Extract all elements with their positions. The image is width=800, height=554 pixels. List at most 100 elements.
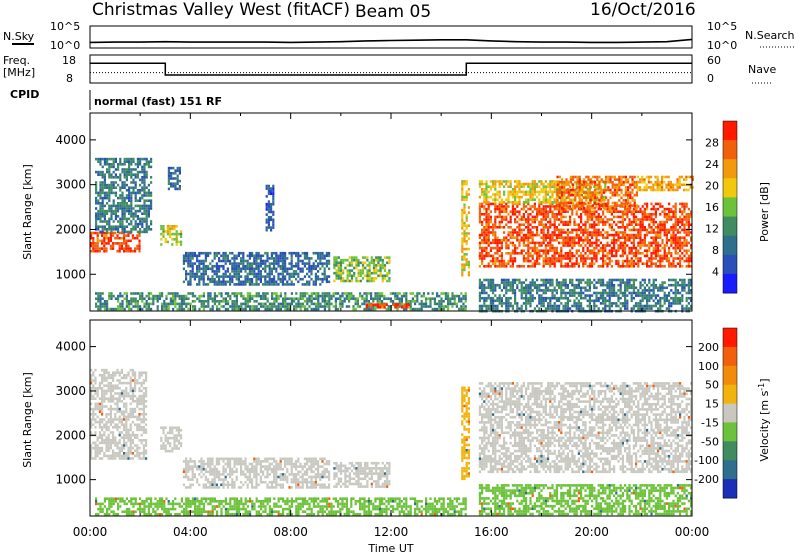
heatmap-cell — [353, 274, 356, 278]
heatmap-cell — [500, 207, 503, 211]
heatmap-cell — [259, 270, 262, 273]
heatmap-cell — [114, 209, 117, 213]
heatmap-cell — [398, 303, 402, 306]
heatmap-cell — [492, 278, 495, 282]
heatmap-cell — [632, 241, 635, 245]
heatmap-cell — [533, 188, 536, 191]
heatmap-cell — [381, 274, 384, 278]
heatmap-cell — [272, 221, 275, 224]
heatmap-cell — [518, 190, 521, 194]
heatmap-cell — [604, 202, 607, 206]
heatmap-cell — [227, 307, 230, 311]
heatmap-cell — [492, 182, 495, 186]
heatmap-cell — [463, 263, 466, 266]
heatmap-cell — [200, 267, 203, 271]
heatmap-cell — [650, 259, 653, 263]
heatmap-cell — [586, 210, 589, 213]
heatmap-cell — [514, 299, 517, 303]
heatmap-cell — [461, 237, 464, 240]
heatmap-cell — [665, 183, 668, 187]
heatmap-cell — [207, 251, 210, 255]
heatmap-cell — [222, 251, 225, 255]
heatmap-cell — [127, 247, 130, 250]
heatmap-cell — [549, 188, 552, 191]
heatmap-cell — [118, 242, 121, 245]
heatmap-cell — [569, 193, 572, 197]
heatmap-cell — [150, 297, 153, 300]
heatmap-cell — [119, 302, 122, 306]
heatmap-cell — [679, 265, 682, 268]
heatmap-cell — [150, 191, 153, 195]
heatmap-cell — [505, 262, 508, 265]
heatmap-cell — [621, 259, 624, 263]
heatmap-cell — [123, 234, 126, 237]
heatmap-cell — [600, 191, 603, 194]
heatmap-cell — [496, 259, 499, 263]
heatmap-cell — [465, 180, 468, 183]
heatmap-cell — [315, 305, 318, 308]
heatmap-cell — [106, 183, 109, 187]
heatmap-cell — [565, 201, 568, 205]
heatmap-cell — [200, 277, 203, 281]
heatmap-cell — [189, 257, 192, 260]
heatmap-cell — [591, 193, 594, 197]
heatmap-cell — [624, 188, 627, 192]
heatmap-cell — [630, 252, 633, 255]
heatmap-cell — [657, 241, 660, 245]
heatmap-cell — [481, 246, 484, 250]
heatmap-cell — [117, 163, 120, 166]
heatmap-cell — [549, 307, 552, 310]
heatmap-cell — [679, 215, 682, 219]
heatmap-cell — [123, 228, 126, 231]
heatmap-cell — [125, 305, 128, 308]
heatmap-cell — [538, 202, 541, 206]
heatmap-cell — [602, 228, 605, 232]
heatmap-cell — [330, 294, 333, 298]
heatmap-cell — [547, 257, 550, 260]
heatmap-cell — [613, 175, 616, 179]
heatmap-cell — [670, 228, 673, 232]
heatmap-cell — [624, 236, 627, 239]
heatmap-cell — [659, 262, 662, 265]
nsky-label: N.Sky — [3, 30, 35, 43]
heatmap-cell — [616, 183, 619, 187]
heatmap-cell — [354, 302, 357, 306]
heatmap-cell — [668, 228, 671, 232]
heatmap-cell — [538, 185, 541, 188]
heatmap-cell — [483, 291, 486, 295]
heatmap-cell — [211, 270, 214, 273]
heatmap-cell — [672, 265, 675, 268]
heatmap-cell — [561, 206, 564, 210]
heatmap-cell — [613, 188, 616, 192]
heatmap-cell — [538, 296, 541, 300]
heatmap-cell — [687, 241, 690, 245]
heatmap-cell — [531, 190, 534, 194]
heatmap-cell — [110, 183, 113, 187]
heatmap-cell — [297, 305, 300, 308]
heatmap-cell — [378, 292, 381, 295]
heatmap-cell — [485, 241, 488, 245]
heatmap-cell — [507, 278, 510, 282]
heatmap-cell — [544, 254, 547, 258]
heatmap-cell — [555, 249, 558, 252]
heatmap-cell — [198, 262, 201, 265]
heatmap-cell — [218, 251, 221, 255]
heatmap-cell — [561, 180, 564, 184]
heatmap-cell — [299, 294, 302, 298]
heatmap-cell — [191, 270, 194, 273]
heatmap-cell — [139, 305, 142, 308]
heatmap-cell — [626, 205, 629, 208]
heatmap-cell — [242, 297, 245, 300]
heatmap-cell — [145, 215, 148, 218]
heatmap-cell — [167, 169, 170, 172]
heatmap-cell — [481, 304, 484, 308]
heatmap-cell — [169, 235, 172, 238]
heatmap-cell — [525, 205, 528, 208]
heatmap-cell — [180, 243, 183, 246]
heatmap-cell — [648, 215, 651, 219]
heatmap-cell — [337, 269, 340, 272]
heatmap-cell — [112, 225, 115, 228]
heatmap-cell — [566, 205, 569, 208]
heatmap-cell — [620, 204, 623, 207]
heatmap-cell — [145, 176, 148, 179]
